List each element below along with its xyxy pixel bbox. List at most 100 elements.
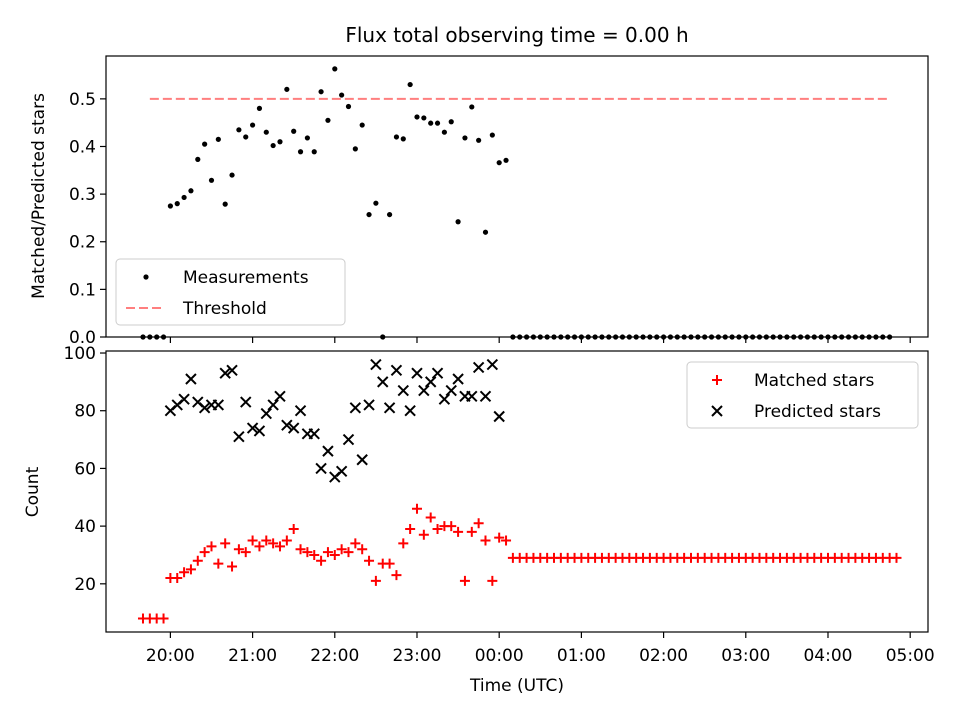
y-tick-label: 0.3 [69,185,96,205]
matched-stars-point [446,521,457,532]
matched-stars-point [268,538,279,549]
predicted-stars-point [431,367,444,379]
measurements-point [174,201,180,207]
measurements-point [325,117,331,123]
y-tick-label: 0.0 [69,328,96,348]
matched-stars-point [316,555,327,566]
predicted-stars-point [363,399,375,411]
measurements-point [277,139,283,145]
matched-stars-point [384,558,395,569]
measurements-point [400,136,406,142]
matched-stars-point [405,524,416,535]
legend-box [115,258,346,326]
y-tick-label: 0.4 [69,137,96,157]
matched-stars-point [391,570,402,581]
matched-stars-point [254,541,265,552]
matched-stars-point [466,526,477,537]
matched-stars-point [247,535,258,546]
measurements-point [167,203,173,209]
measurements-point [311,149,317,155]
matched-stars-point [206,541,217,552]
measurements-point [222,201,228,207]
matched-stars-point [274,541,285,552]
x-tick-label: 20:00 [146,646,195,666]
x-tick-label: 23:00 [392,646,441,666]
predicted-stars-point [356,454,368,466]
bottom-panel-y-axis-label: Count [23,466,43,517]
predicted-stars-point [479,390,492,403]
matched-stars-point [350,538,361,549]
measurements-point [489,132,495,138]
matched-stars-point [343,547,354,558]
legend-symbol [712,375,722,385]
matched-stars-point [891,552,902,563]
predicted-stars-point [342,433,355,446]
matched-stars-point [329,549,340,560]
predicted-stars-point [472,361,485,374]
matched-stars-point [295,544,306,555]
top-panel-legend: Measurements Threshold [115,258,346,326]
predicted-stars-point [233,430,245,443]
measurements-point [455,219,461,225]
y-tick-label: 60 [74,459,96,479]
matched-stars-point [233,544,244,555]
measurements-point [393,134,400,140]
legend-label: Matched stars [754,371,874,391]
predicted-stars-point [411,367,423,379]
measurements-point [332,66,338,72]
bottom-panel-legend: Matched stars Predicted stars [686,361,919,429]
measurements-point [421,115,427,121]
matched-stars-point [240,547,251,558]
legend-label: Predicted stars [754,402,881,422]
predicted-stars-point [274,390,286,403]
y-tick-label: 20 [74,575,96,595]
matched-stars-point [302,547,313,558]
measurements-point [195,156,201,162]
predicted-stars-point [281,419,293,431]
y-tick-label: 0.2 [69,233,96,253]
bottom-panel-marks [137,358,902,624]
x-tick-label: 02:00 [639,646,688,666]
measurements-point [352,146,358,152]
top-panel-title: Flux total observing time = 0.00 h [345,23,688,47]
predicted-stars-point [438,393,451,405]
matched-stars-point [179,567,190,578]
matched-stars-point [309,549,320,560]
measurements-point [428,120,434,126]
matched-stars-point [432,524,443,535]
measurements-point [462,135,468,141]
predicted-stars-point [294,405,307,417]
measurements-point [414,114,420,120]
x-tick-label: 00:00 [475,646,524,666]
measurements-point [373,200,379,206]
measurements-point [256,105,263,111]
matched-stars-point [261,535,272,546]
matched-stars-point [453,526,464,537]
measurements-point [469,104,475,110]
measurements-point [291,128,297,134]
y-tick-label: 0.5 [69,90,96,110]
axes-frame [105,55,929,338]
predicted-stars-point [377,376,389,388]
predicted-stars-point [445,384,457,397]
predicted-stars-point [240,396,252,408]
measurements-point [386,211,393,218]
matched-stars-point [288,524,299,535]
x-tick-label: 03:00 [721,646,770,666]
x-axis-label: Time (UTC) [469,676,564,696]
predicted-stars-point [219,367,231,379]
measurements-point [243,134,249,140]
axes-frame [105,350,929,633]
y-tick-label: 0.1 [69,280,96,300]
x-tick-label: 21:00 [228,646,277,666]
predicted-stars-point [390,364,403,377]
predicted-stars-point [370,358,382,371]
predicted-stars-point [335,465,348,478]
legend-box [686,361,919,429]
legend-label: Threshold [182,299,267,319]
predicted-stars-point [287,422,300,434]
predicted-stars-point [226,364,238,377]
predicted-stars-point [424,376,437,388]
y-tick-label: 100 [64,344,96,364]
measurements-point [496,160,502,166]
